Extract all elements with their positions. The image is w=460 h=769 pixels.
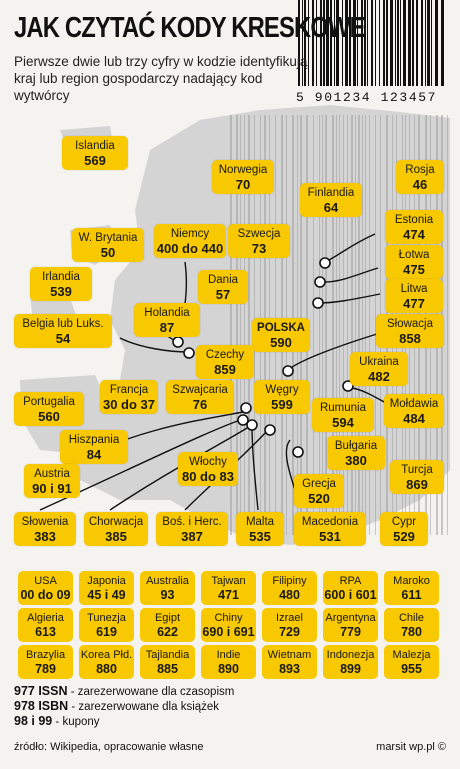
barcode-digits: 5 901234 123457 xyxy=(296,90,438,105)
badge-wegry: Węgry 599 xyxy=(254,380,310,414)
reserved-coupons: 98 i 99 - kupony xyxy=(14,714,100,728)
badge-estonia: Estonia 474 xyxy=(385,210,443,244)
badge-norwegia: Norwegia 70 xyxy=(212,160,274,194)
badge-holandia: Holandia 87 xyxy=(134,303,200,337)
world-badge: Brazylia 789 xyxy=(18,645,73,679)
badge-litwa: Litwa 477 xyxy=(385,279,443,313)
world-badge: Algieria 613 xyxy=(18,608,73,642)
world-badge: Korea Płd. 880 xyxy=(79,645,134,679)
badge-w-brytania: W. Brytania 50 xyxy=(72,228,144,262)
badge-moldawia: Mołdawia 484 xyxy=(384,394,444,428)
badge-belgia-luks: Belgia lub Luks. 54 xyxy=(14,314,112,348)
badge-slowenia: Słowenia 383 xyxy=(14,512,76,546)
badge-slowacja: Słowacja 858 xyxy=(376,314,444,348)
world-badge: Izrael 729 xyxy=(262,608,317,642)
world-badge: Filipiny 480 xyxy=(262,571,317,605)
credit: marsit wp.pl © xyxy=(376,741,446,753)
world-badge: Tajwan 471 xyxy=(201,571,256,605)
badge-szwecja: Szwecja 73 xyxy=(228,224,290,258)
world-badge: Tajlandia 885 xyxy=(140,645,195,679)
badge-cypr: Cypr 529 xyxy=(380,512,428,546)
badge-wlochy: Włochy 80 do 83 xyxy=(178,452,238,486)
world-badge: Tunezja 619 xyxy=(79,608,134,642)
badge-bos-herc: Boś. i Herc. 387 xyxy=(156,512,228,546)
world-badge: Indonezja 899 xyxy=(323,645,378,679)
world-badge: Chiny 690 i 691 xyxy=(201,608,256,642)
world-badge: USA 00 do 09 xyxy=(18,571,73,605)
world-badge: Chile 780 xyxy=(384,608,439,642)
badge-bulgaria: Bułgaria 380 xyxy=(327,436,385,470)
reserved-issn: 977 ISSN - zarezerwowane dla czasopism xyxy=(14,684,235,698)
badge-irlandia: Irlandia 539 xyxy=(30,267,92,301)
badge-islandia: Islandia 569 xyxy=(62,136,128,170)
badge-ukraina: Ukraina 482 xyxy=(350,352,408,386)
world-badge: Argentyna 779 xyxy=(323,608,378,642)
world-badge: Australia 93 xyxy=(140,571,195,605)
badge-grecja: Grecja 520 xyxy=(294,474,344,508)
world-badge: Maroko 611 xyxy=(384,571,439,605)
badge-hiszpania: Hiszpania 84 xyxy=(60,430,128,464)
world-badge: Malezja 955 xyxy=(384,645,439,679)
source-note: źródło: Wikipedia, opracowanie własne xyxy=(14,741,204,753)
page-title: JAK CZYTAĆ KODY KRESKOWE xyxy=(14,12,366,44)
connector-dots xyxy=(172,257,354,458)
badge-malta: Malta 535 xyxy=(236,512,284,546)
world-badge: Egipt 622 xyxy=(140,608,195,642)
world-badge: Indie 890 xyxy=(201,645,256,679)
badge-dania: Dania 57 xyxy=(198,270,248,304)
badge-polska: POLSKA 590 xyxy=(252,318,310,352)
world-badge: Japonia 45 i 49 xyxy=(79,571,134,605)
badge-portugalia: Portugalia 560 xyxy=(14,392,84,426)
badge-lotwa: Łotwa 475 xyxy=(385,245,443,279)
badge-szwajcaria: Szwajcaria 76 xyxy=(166,380,234,414)
badge-macedonia: Macedonia 531 xyxy=(294,512,366,546)
badge-czechy: Czechy 859 xyxy=(196,345,254,379)
badge-rumunia: Rumunia 594 xyxy=(312,398,374,432)
reserved-isbn: 978 ISBN - zarezerwowane dla książek xyxy=(14,699,220,713)
badge-finlandia: Finlandia 64 xyxy=(300,183,362,217)
badge-francja: Francja 30 do 37 xyxy=(100,380,158,414)
badge-niemcy: Niemcy 400 do 440 xyxy=(154,224,226,258)
world-badge: Wietnam 893 xyxy=(262,645,317,679)
world-badge: RPA 600 i 601 xyxy=(323,571,378,605)
badge-rosja: Rosja 46 xyxy=(396,160,444,194)
badge-chorwacja: Chorwacja 385 xyxy=(84,512,148,546)
badge-turcja: Turcja 869 xyxy=(390,460,444,494)
badge-austria: Austria 90 i 91 xyxy=(24,464,80,498)
subtitle: Pierwsze dwie lub trzy cyfry w kodzie id… xyxy=(14,54,308,103)
barcode-graphic xyxy=(298,0,444,86)
